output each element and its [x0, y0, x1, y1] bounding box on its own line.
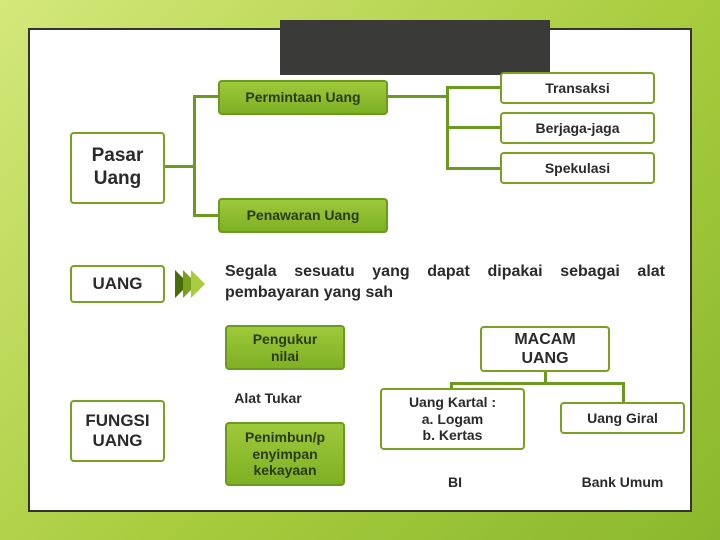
node-pengukur: Pengukur nilai	[225, 325, 345, 370]
connector	[446, 86, 500, 89]
connector	[446, 126, 500, 129]
definition-text: Segala sesuatu yang dapat dipakai sebaga…	[225, 262, 665, 304]
node-bank-umum: Bank Umum	[560, 474, 685, 490]
node-penawaran: Penawaran Uang	[218, 198, 388, 233]
connector	[446, 167, 500, 170]
connector	[450, 382, 625, 385]
header-banner	[280, 20, 550, 75]
connector	[193, 214, 218, 217]
connector	[193, 95, 196, 217]
node-pasar-uang: Pasar Uang	[70, 132, 165, 204]
node-permintaan: Permintaan Uang	[218, 80, 388, 115]
connector	[388, 95, 448, 98]
node-bi: BI	[420, 474, 490, 490]
node-fungsi-uang: FUNGSI UANG	[70, 400, 165, 462]
node-giral: Uang Giral	[560, 402, 685, 434]
connector	[193, 95, 218, 98]
chevron-icon	[175, 270, 199, 298]
node-macam: MACAM UANG	[480, 326, 610, 372]
node-berjaga: Berjaga-jaga	[500, 112, 655, 144]
node-alat-tukar: Alat Tukar	[208, 390, 328, 406]
node-spekulasi: Spekulasi	[500, 152, 655, 184]
node-penimbun: Penimbun/p enyimpan kekayaan	[225, 422, 345, 486]
connector	[165, 165, 195, 168]
connector	[622, 382, 625, 402]
node-transaksi: Transaksi	[500, 72, 655, 104]
node-uang: UANG	[70, 265, 165, 303]
node-kartal: Uang Kartal : a. Logam b. Kertas	[380, 388, 525, 450]
